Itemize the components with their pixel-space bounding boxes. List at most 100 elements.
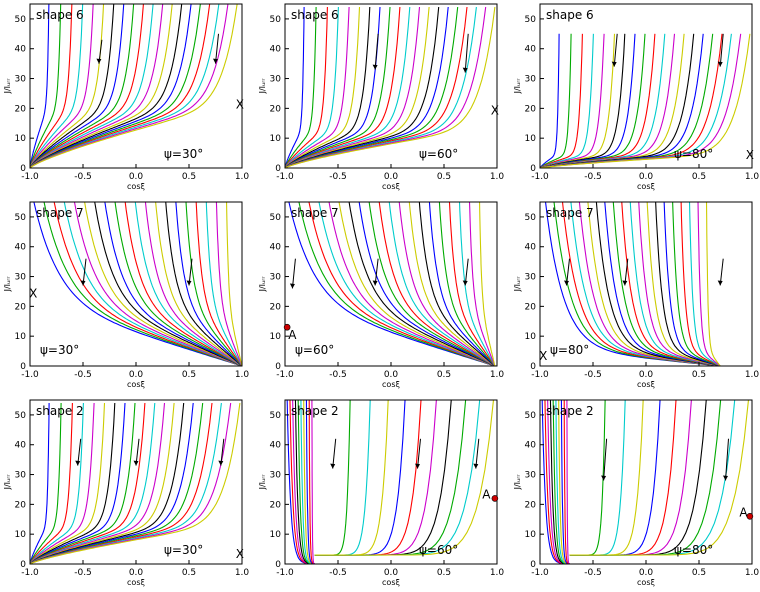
- y-axis-label: J/Iᵤᵣᵣ: [258, 78, 267, 95]
- y-tick-label: 0: [530, 362, 536, 372]
- y-tick-label: 30: [525, 273, 537, 283]
- psi-label: ψ=30°: [40, 343, 79, 357]
- series-curve-2: [285, 6, 317, 168]
- series-curve-10: [285, 6, 401, 168]
- y-axis-label: J/Iᵤᵣᵣ: [3, 474, 12, 491]
- arrow-head: [564, 280, 569, 286]
- y-tick-label: 10: [270, 134, 282, 144]
- x-tick-label: 1.0: [490, 172, 505, 182]
- series-curve-13: [540, 33, 685, 168]
- annotation-X: X: [236, 97, 244, 111]
- curve-group: [30, 4, 238, 168]
- series-curve-6: [84, 202, 242, 366]
- y-tick-label: 50: [270, 213, 282, 223]
- series-curve-3: [30, 402, 73, 564]
- series-curve-12: [30, 4, 164, 168]
- series-curve-8: [30, 4, 125, 168]
- series-curve-15: [30, 402, 194, 564]
- x-tick-label: 0.0: [384, 370, 399, 380]
- series-curve-20: [285, 6, 496, 168]
- y-tick-label: 30: [270, 471, 282, 481]
- series-curve-11: [30, 4, 154, 168]
- trend-arrow: [613, 33, 618, 67]
- series-curve-8: [30, 402, 126, 564]
- y-tick-label: 40: [15, 441, 27, 451]
- series-curve-20: [705, 202, 721, 366]
- curve-group: [544, 202, 721, 366]
- arrow-head: [622, 280, 628, 286]
- x-tick-label: 0.0: [129, 370, 144, 380]
- y-tick-label: 0: [275, 164, 281, 174]
- y-tick-label: 10: [15, 332, 27, 342]
- y-tick-label: 20: [15, 104, 27, 114]
- x-axis-label: cosξ: [382, 182, 400, 191]
- psi-label: ψ=60°: [295, 343, 334, 357]
- point-marker: [283, 323, 291, 331]
- series-curve-10: [30, 4, 144, 168]
- trend-arrow: [417, 438, 421, 469]
- annotation-A: A: [288, 328, 297, 342]
- arrow-head: [717, 61, 723, 67]
- series-curve-11: [388, 202, 496, 366]
- series-curve-1: [30, 402, 50, 564]
- x-tick-label: -0.5: [329, 172, 347, 182]
- panel-shape7-psi30: -1.0 -0.5 0.0 0.5 1.0 0 10 20 30 40 50 cosξ J/Iᵤᵣᵣ sh…: [3, 201, 249, 389]
- x-tick-label: 0.0: [639, 172, 654, 182]
- x-tick-label: -0.5: [329, 370, 347, 380]
- y-tick-label: 50: [15, 15, 27, 25]
- series-curve-17: [680, 202, 721, 366]
- series-curve-15: [428, 202, 496, 366]
- trend-arrow: [725, 438, 729, 481]
- series-curve-14: [569, 400, 707, 556]
- panel-shape7-psi60: -1.0 -0.5 0.0 0.5 1.0 0 10 20 30 40 50 cosξ J/Iᵤᵣᵣ sh…: [258, 201, 505, 389]
- series-curve-14: [165, 202, 242, 366]
- series-curve-16: [30, 402, 204, 564]
- y-tick-label: 40: [270, 45, 282, 55]
- y-tick-label: 10: [270, 332, 282, 342]
- series-curve-4: [285, 6, 339, 168]
- shape-label: shape 7: [546, 206, 594, 220]
- arrow-head: [186, 280, 192, 286]
- x-tick-label: -0.5: [74, 370, 92, 380]
- series-curve-12: [398, 202, 496, 366]
- x-tick-label: 0.0: [639, 568, 654, 578]
- series-curve-1: [33, 202, 242, 366]
- series-curve-2: [540, 33, 572, 168]
- series-curve-8: [358, 202, 496, 366]
- arrow-head: [372, 280, 378, 286]
- x-tick-label: -1.0: [531, 370, 549, 380]
- series-curve-8: [569, 400, 661, 556]
- y-tick-label: 30: [15, 75, 27, 85]
- psi-label: ψ=80°: [550, 343, 589, 357]
- curve-group: [541, 400, 750, 564]
- series-curve-11: [285, 6, 411, 168]
- series-curve-5: [578, 202, 721, 366]
- series-curve-5: [285, 6, 350, 168]
- x-tick-label: 1.0: [745, 568, 760, 578]
- series-curve-7: [285, 6, 371, 168]
- arrow-head: [601, 475, 607, 481]
- y-tick-label: 0: [530, 164, 536, 174]
- trend-arrow: [374, 33, 379, 70]
- arrow-head: [133, 460, 139, 466]
- x-axis-label: cosξ: [127, 380, 145, 389]
- series-curve-3: [30, 4, 73, 168]
- series-curve-19: [566, 400, 570, 564]
- y-axis-label: J/Iᵤᵣᵣ: [513, 78, 522, 95]
- series-curve-17: [195, 202, 242, 366]
- y-tick-label: 40: [525, 45, 537, 55]
- series-curve-1: [540, 33, 560, 168]
- series-curve-1: [30, 4, 50, 168]
- arrow-head: [462, 280, 468, 286]
- x-tick-label: 0.5: [692, 568, 706, 578]
- y-tick-label: 30: [15, 471, 27, 481]
- series-curve-3: [53, 202, 242, 366]
- series-curve-10: [540, 33, 656, 168]
- y-tick-label: 20: [525, 302, 537, 312]
- series-curve-3: [540, 33, 583, 168]
- psi-label: ψ=80°: [674, 147, 713, 161]
- series-curve-18: [314, 400, 481, 556]
- y-tick-label: 10: [525, 332, 537, 342]
- x-tick-label: 1.0: [490, 370, 505, 380]
- point-marker: [491, 495, 499, 502]
